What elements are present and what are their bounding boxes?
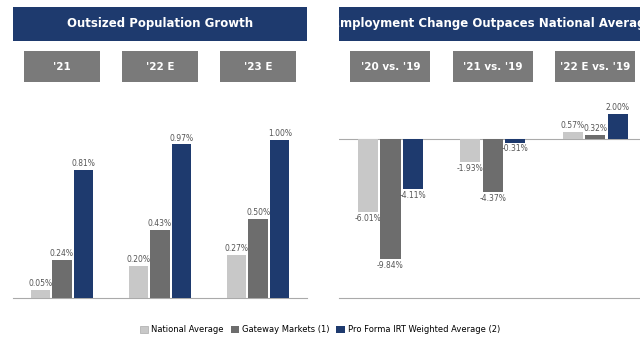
Bar	[248, 219, 268, 298]
Bar	[607, 114, 628, 139]
Text: 0.81%: 0.81%	[72, 159, 95, 168]
Text: 1.00%: 1.00%	[268, 129, 292, 138]
Bar	[129, 266, 148, 298]
Bar	[403, 139, 423, 189]
Bar	[585, 135, 605, 139]
Bar	[52, 260, 72, 298]
Text: 0.32%: 0.32%	[583, 124, 607, 133]
Text: -9.84%: -9.84%	[377, 261, 404, 270]
Bar	[563, 132, 583, 139]
Bar	[358, 139, 378, 212]
Text: -6.01%: -6.01%	[355, 214, 381, 223]
Text: '23 E: '23 E	[244, 62, 273, 72]
Text: -4.37%: -4.37%	[479, 194, 506, 203]
Text: '22 E vs. '19: '22 E vs. '19	[560, 62, 630, 72]
Bar	[380, 139, 401, 259]
Text: 0.24%: 0.24%	[50, 249, 74, 258]
Text: 0.43%: 0.43%	[148, 219, 172, 228]
Bar	[227, 255, 246, 298]
Bar	[483, 139, 503, 192]
Text: '20 vs. '19: '20 vs. '19	[361, 62, 420, 72]
Text: Outsized Population Growth: Outsized Population Growth	[67, 17, 253, 30]
Text: '21: '21	[53, 62, 71, 72]
Text: 0.50%: 0.50%	[246, 208, 270, 217]
Bar	[150, 230, 170, 298]
Text: 0.20%: 0.20%	[127, 255, 150, 264]
Bar	[74, 170, 93, 298]
Bar	[505, 139, 525, 143]
Text: 0.05%: 0.05%	[28, 279, 52, 288]
Text: -1.93%: -1.93%	[457, 164, 484, 173]
Bar	[460, 139, 481, 162]
Text: -0.31%: -0.31%	[502, 144, 529, 153]
Bar	[172, 144, 191, 298]
Text: '22 E: '22 E	[146, 62, 174, 72]
Legend: National Average, Gateway Markets (1), Pro Forma IRT Weighted Average (2): National Average, Gateway Markets (1), P…	[136, 322, 504, 338]
Bar	[31, 290, 50, 298]
Text: 0.57%: 0.57%	[561, 121, 585, 130]
Text: Employment Change Outpaces National Average: Employment Change Outpaces National Aver…	[332, 17, 640, 30]
Text: 0.97%: 0.97%	[170, 133, 194, 143]
Bar	[270, 140, 289, 298]
Text: -4.11%: -4.11%	[399, 191, 426, 200]
Text: 0.27%: 0.27%	[225, 244, 248, 253]
Text: 2.00%: 2.00%	[605, 104, 630, 113]
Text: '21 vs. '19: '21 vs. '19	[463, 62, 522, 72]
